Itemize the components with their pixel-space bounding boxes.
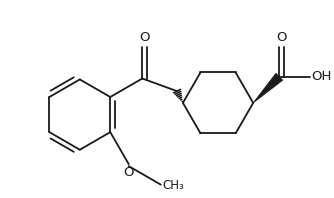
Text: OH: OH (312, 70, 332, 83)
Text: O: O (139, 31, 150, 44)
Text: CH₃: CH₃ (163, 179, 184, 192)
Text: O: O (276, 31, 287, 44)
Polygon shape (253, 73, 283, 103)
Text: O: O (124, 166, 134, 179)
